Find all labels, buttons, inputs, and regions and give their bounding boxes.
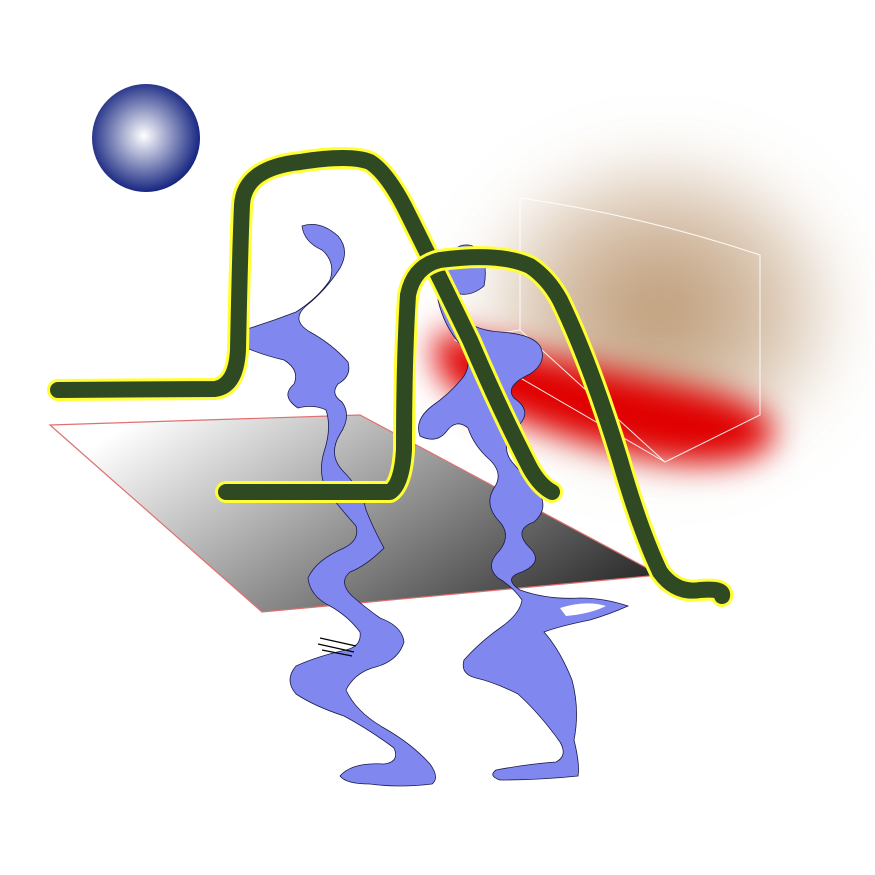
hatch-lines: [317, 637, 357, 657]
curve-large: [50, 150, 560, 500]
ribbon-right: [418, 244, 630, 781]
ribbon-highlight: [560, 603, 606, 616]
blue-sphere: [92, 84, 200, 192]
curve-small: [218, 249, 731, 604]
ribbon-left: [235, 223, 436, 787]
